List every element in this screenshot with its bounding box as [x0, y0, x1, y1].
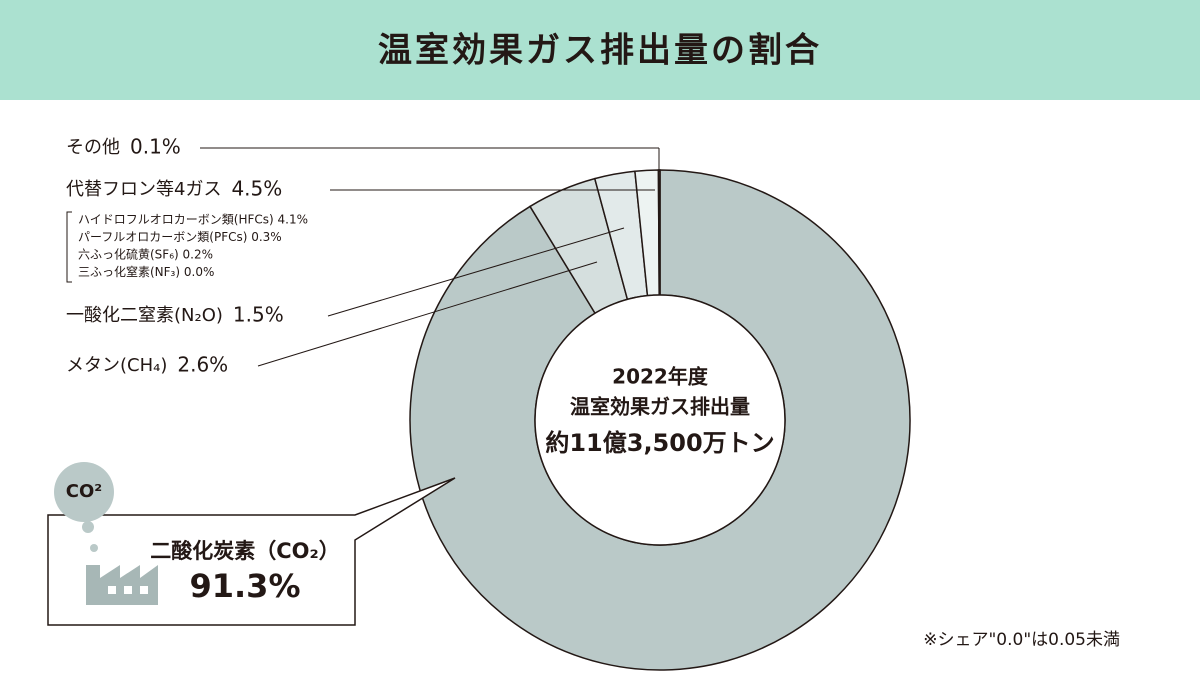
breakdown-item: パーフルオロカーボン類(PFCs) 0.3%	[78, 230, 282, 244]
leader-line	[327, 227, 625, 317]
leader-line	[257, 261, 598, 367]
bracket	[66, 211, 72, 283]
breakdown-item: 三ふっ化窒素(NF₃) 0.0%	[78, 264, 214, 279]
donut-segment	[657, 169, 661, 296]
factory-icon	[86, 565, 158, 605]
center-text: 2022年度	[612, 365, 709, 389]
labels: その他 0.1% 代替フロン等4ガス 4.5% 一酸化二窒素(N₂O) 1.5% メタン(C…	[66, 135, 660, 377]
chart-title: 温室効果ガス排出量の割合	[378, 31, 822, 71]
segment-label: 一酸化二窒素(N₂O)	[66, 305, 223, 326]
factory-window	[140, 586, 148, 594]
segment-label: メタン(CH₄)	[66, 355, 167, 376]
segment-label: その他	[66, 137, 120, 158]
donut-hole	[534, 294, 786, 546]
breakdown-item: 六ふっ化硫黄(SF₆) 0.2%	[78, 247, 213, 262]
center-text: 温室効果ガス排出量	[570, 395, 750, 419]
bubble-dot	[82, 521, 94, 533]
footnote: ※シェア"0.0"は0.05未満	[923, 630, 1120, 650]
co2-value: 91.3%	[189, 567, 300, 605]
segment-label: 代替フロン等4ガス	[66, 179, 221, 200]
bubble	[54, 462, 114, 522]
bubble-label: CO²	[66, 481, 102, 502]
factory-window	[108, 586, 116, 594]
segment-value: 2.6%	[177, 353, 228, 377]
segment-value: 1.5%	[233, 303, 284, 327]
header-band	[0, 0, 1200, 100]
segment-value: 0.1%	[130, 135, 181, 159]
factory-window	[124, 586, 132, 594]
co2-label: 二酸化炭素（CO₂）	[150, 539, 339, 563]
center-text: 約11億3,500万トン	[545, 429, 774, 457]
breakdown-item: ハイドロフルオロカーボン類(HFCs) 4.1%	[78, 213, 308, 227]
segment-value: 4.5%	[231, 177, 282, 201]
bubble-dot	[90, 544, 98, 552]
